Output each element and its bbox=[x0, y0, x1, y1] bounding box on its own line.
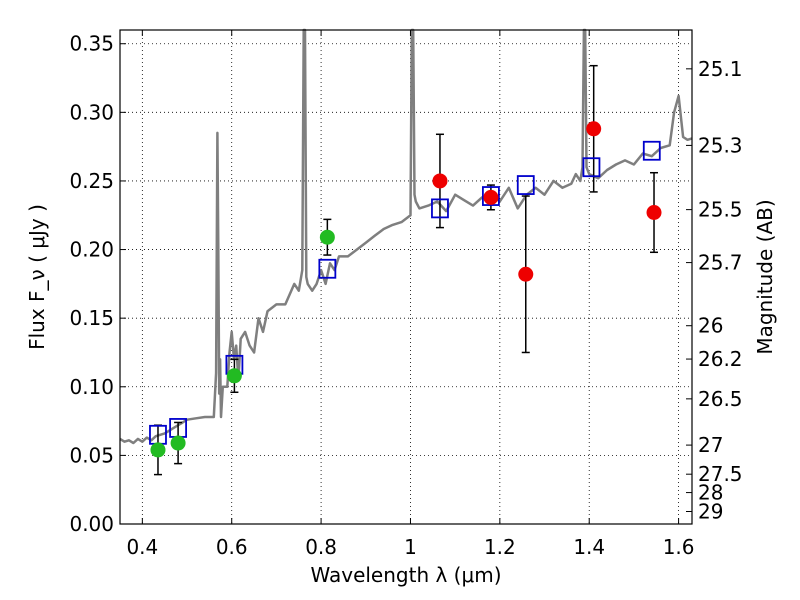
y-tick-label: 0.15 bbox=[69, 306, 114, 330]
y-axis-label: Flux F_ν ( μJy ) bbox=[25, 204, 49, 350]
y2-tick-label: 25.7 bbox=[698, 251, 743, 275]
y-tick-label: 0.10 bbox=[69, 375, 114, 399]
observed-data-point bbox=[150, 442, 166, 458]
observed-data-point bbox=[432, 173, 448, 189]
y-tick-label: 0.30 bbox=[69, 100, 114, 124]
y2-tick-label: 25.3 bbox=[698, 133, 743, 157]
spectrum-layer bbox=[119, 28, 693, 445]
observed-data-point bbox=[518, 266, 534, 282]
y2-tick-label: 25.1 bbox=[698, 57, 743, 81]
y-tick-label: 0.25 bbox=[69, 169, 114, 193]
x-tick-label: 0.6 bbox=[216, 535, 248, 559]
observed-data-point bbox=[226, 368, 242, 384]
observed-data-point bbox=[319, 229, 335, 245]
x-axis-label: Wavelength λ (μm) bbox=[310, 563, 501, 587]
y2-tick-label: 27 bbox=[698, 433, 723, 457]
y2-tick-label: 28 bbox=[698, 481, 723, 505]
x-tick-label: 1.2 bbox=[484, 535, 516, 559]
y2-tick-label: 27.5 bbox=[698, 462, 743, 486]
model-photometry-square bbox=[582, 157, 601, 178]
observed-data-point bbox=[586, 121, 602, 137]
model-spectrum-line bbox=[119, 28, 693, 445]
marker-layer bbox=[149, 121, 662, 458]
y2-tick-label: 26.5 bbox=[698, 387, 743, 411]
y2-tick-label: 25.5 bbox=[698, 198, 743, 222]
y-tick-label: 0.20 bbox=[69, 238, 114, 262]
y2-tick-label: 29 bbox=[698, 500, 723, 524]
y2-tick-label: 26 bbox=[698, 314, 723, 338]
x-tick-label: 1.6 bbox=[663, 535, 695, 559]
ticks bbox=[120, 30, 692, 525]
model-photometry-square bbox=[431, 198, 449, 219]
x-tick-label: 1.4 bbox=[573, 535, 605, 559]
y-tick-labels: 0.00 0.05 0.10 0.15 0.20 0.25 0.30 0.35 bbox=[69, 32, 114, 536]
plot-background bbox=[120, 30, 692, 524]
y-tick-label: 0.00 bbox=[69, 512, 114, 536]
model-photometry-square bbox=[516, 175, 535, 195]
x-tick-label: 0.4 bbox=[126, 535, 158, 559]
model-photometry-square bbox=[482, 186, 500, 206]
observed-data-point bbox=[170, 435, 186, 451]
x-tick-labels: 0.4 0.6 0.8 1 1.2 1.4 1.6 bbox=[126, 535, 694, 559]
y2-axis-label: Magnitude (AB) bbox=[753, 199, 777, 354]
x-tick-label: 0.8 bbox=[305, 535, 337, 559]
x-tick-label: 1 bbox=[404, 535, 417, 559]
plot-frame bbox=[119, 29, 693, 525]
y-tick-label: 0.35 bbox=[69, 32, 114, 56]
observed-data-point bbox=[646, 205, 662, 221]
model-photometry-square bbox=[318, 258, 337, 279]
model-photometry-square bbox=[642, 140, 661, 161]
y2-tick-label: 26.2 bbox=[698, 347, 743, 371]
observed-data-point bbox=[483, 189, 499, 205]
y-tick-label: 0.05 bbox=[69, 443, 114, 467]
